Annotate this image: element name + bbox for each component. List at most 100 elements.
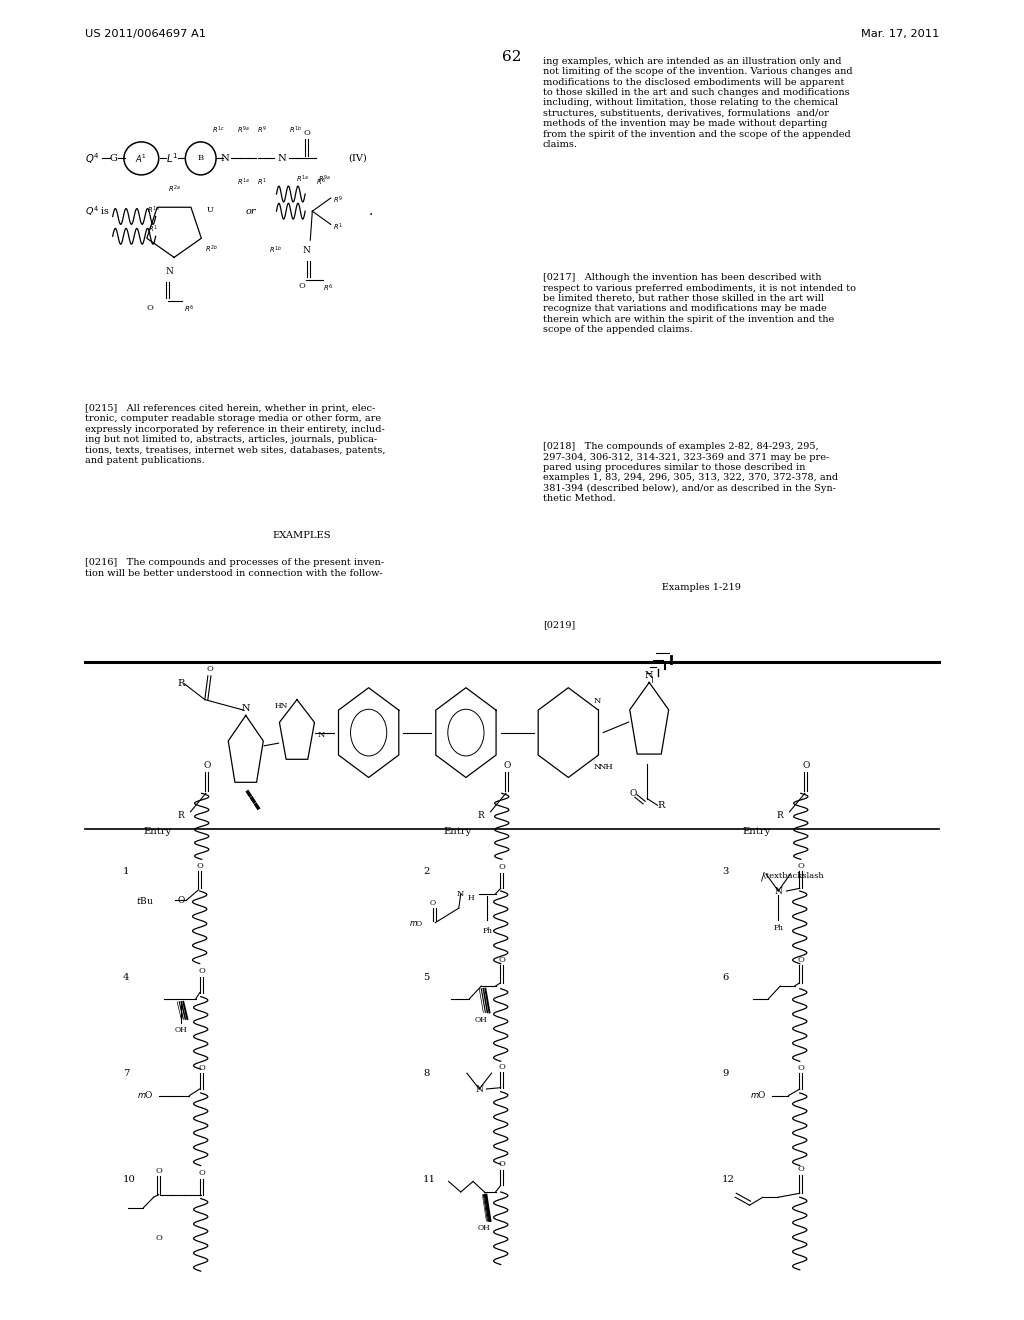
Text: /: / — [761, 871, 765, 882]
Text: 3: 3 — [722, 867, 728, 876]
Text: O: O — [430, 899, 436, 907]
Text: O: O — [499, 956, 505, 964]
Text: O: O — [416, 920, 422, 928]
Text: R: R — [477, 812, 484, 820]
Text: [0216]   The compounds and processes of the present inven-
tion will be better u: [0216] The compounds and processes of th… — [85, 558, 384, 578]
Text: $R^{1a}$: $R^{1a}$ — [147, 205, 160, 215]
Text: R: R — [177, 812, 184, 820]
Text: O: O — [798, 862, 804, 870]
Text: 10: 10 — [123, 1175, 136, 1184]
Text: [0218]   The compounds of examples 2-82, 84-293, 295,
297-304, 306-312, 314-321,: [0218] The compounds of examples 2-82, 8… — [543, 442, 838, 503]
Text: O: O — [156, 1167, 162, 1175]
Text: OH: OH — [175, 1026, 187, 1034]
Text: N: N — [242, 704, 250, 713]
Text: $L^1$: $L^1$ — [166, 152, 178, 165]
Text: O: O — [499, 1063, 505, 1071]
Text: 6: 6 — [722, 973, 728, 982]
Text: 11: 11 — [423, 1175, 436, 1184]
Text: O: O — [798, 1064, 804, 1072]
Text: G: G — [110, 154, 118, 162]
Text: $R^6$: $R^6$ — [184, 304, 195, 315]
Text: 4: 4 — [123, 973, 129, 982]
Text: O: O — [499, 1160, 505, 1168]
Text: $R^9$: $R^9$ — [257, 124, 267, 136]
Text: 8: 8 — [423, 1069, 429, 1078]
Text: $R^9$: $R^9$ — [333, 195, 342, 206]
Text: [0219]: [0219] — [543, 620, 574, 630]
Text: $R^{9a}$: $R^{9a}$ — [318, 173, 331, 185]
Text: 62: 62 — [502, 50, 522, 65]
Text: $R^{1b}$: $R^{1b}$ — [289, 124, 301, 136]
Text: $R^1$: $R^1$ — [148, 224, 158, 235]
Text: O: O — [177, 896, 184, 904]
Text: O: O — [156, 1234, 162, 1242]
Text: $R^{1c}$: $R^{1c}$ — [212, 124, 224, 136]
Text: Entry: Entry — [143, 828, 172, 836]
Text: N: N — [302, 246, 310, 255]
Text: O: O — [203, 760, 211, 770]
Text: O: O — [146, 304, 154, 312]
Text: O: O — [197, 862, 203, 870]
Text: N: N — [774, 887, 782, 895]
Text: $R^{2b}$: $R^{2b}$ — [205, 244, 217, 255]
Text: O: O — [499, 863, 505, 871]
Text: N: N — [475, 1085, 483, 1093]
Text: $\mathit{m}$: $\mathit{m}$ — [137, 1092, 146, 1100]
Text: O: O — [207, 665, 214, 673]
Text: $R^1$: $R^1$ — [333, 222, 342, 232]
Text: N: N — [645, 671, 653, 680]
Text: O: O — [144, 1092, 152, 1100]
Text: U: U — [207, 206, 214, 214]
Text: O: O — [299, 282, 305, 290]
Text: 2: 2 — [423, 867, 429, 876]
Text: $Q^4$: $Q^4$ — [85, 150, 99, 166]
Text: O: O — [199, 968, 205, 975]
Text: HN: HN — [274, 702, 288, 710]
Text: N: N — [278, 154, 286, 162]
Text: O: O — [199, 1170, 205, 1177]
Text: N: N — [221, 154, 229, 162]
Text: O: O — [798, 1166, 804, 1173]
Text: $R^6$: $R^6$ — [323, 282, 333, 294]
Text: O: O — [802, 760, 810, 770]
Text: N: N — [317, 731, 325, 739]
Text: N: N — [593, 763, 601, 771]
Text: US 2011/0064697 A1: US 2011/0064697 A1 — [85, 29, 206, 40]
Text: R: R — [177, 680, 184, 688]
Text: $\mathit{m}$: $\mathit{m}$ — [751, 1092, 760, 1100]
Text: O: O — [758, 1092, 765, 1100]
Text: OH: OH — [478, 1224, 490, 1232]
Text: R: R — [657, 801, 665, 809]
Text: 5: 5 — [423, 973, 429, 982]
Text: Ph: Ph — [773, 924, 783, 932]
Text: O: O — [798, 956, 804, 964]
Text: OH: OH — [475, 1016, 487, 1024]
Text: O: O — [630, 789, 637, 797]
Text: O: O — [199, 1064, 205, 1072]
Text: \textbackslash: \textbackslash — [763, 873, 824, 880]
Text: ing examples, which are intended as an illustration only and
not limiting of the: ing examples, which are intended as an i… — [543, 57, 852, 149]
Text: $Q^4$ is: $Q^4$ is — [85, 205, 110, 218]
Text: NH: NH — [598, 763, 613, 771]
Text: R: R — [776, 812, 783, 820]
Text: 1: 1 — [123, 867, 129, 876]
Text: $R^{1b}$: $R^{1b}$ — [269, 246, 282, 256]
Text: $R^6$: $R^6$ — [316, 177, 327, 189]
Text: $A^1$: $A^1$ — [135, 152, 147, 165]
Text: $R^{2a}$: $R^{2a}$ — [168, 183, 180, 195]
Text: EXAMPLES: EXAMPLES — [272, 531, 332, 540]
Text: Entry: Entry — [742, 828, 771, 836]
Text: Entry: Entry — [443, 828, 472, 836]
Text: Mar. 17, 2011: Mar. 17, 2011 — [860, 29, 939, 40]
Text: Ph: Ph — [482, 927, 493, 935]
Text: N: N — [457, 890, 464, 898]
Text: 9: 9 — [722, 1069, 728, 1078]
Text: $R^{1a}$: $R^{1a}$ — [296, 173, 308, 185]
Text: Examples 1-219: Examples 1-219 — [543, 583, 740, 593]
Text: [0215]   All references cited herein, whether in print, elec-
tronic, computer r: [0215] All references cited herein, whet… — [85, 404, 385, 465]
Text: [0217]   Although the invention has been described with
respect to various prefe: [0217] Although the invention has been d… — [543, 273, 856, 334]
Text: B: B — [198, 154, 204, 162]
Text: $R^1$: $R^1$ — [257, 177, 267, 189]
Text: $\mathit{m}$: $\mathit{m}$ — [409, 920, 418, 928]
Text: (IV): (IV) — [348, 154, 367, 162]
